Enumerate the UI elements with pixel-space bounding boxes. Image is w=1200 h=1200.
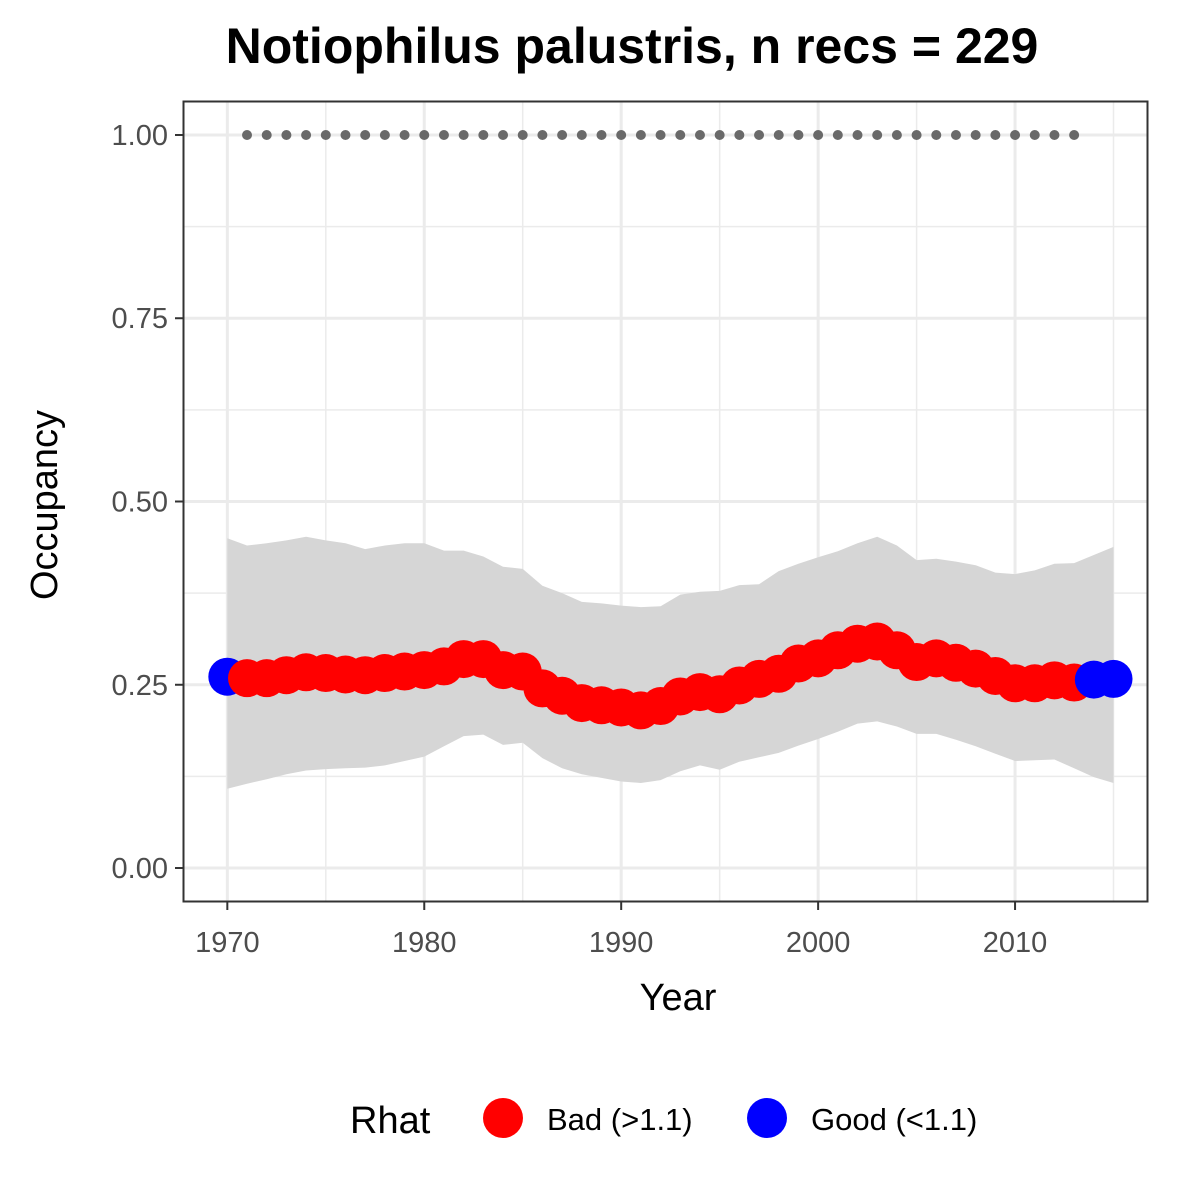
legend-label-good: Good (<1.1) [811, 1102, 977, 1137]
credible-interval-ribbon [227, 536, 1114, 789]
record-dot [498, 129, 509, 140]
record-dot [734, 129, 745, 140]
legend-key-bad [483, 1098, 523, 1138]
record-dot [990, 129, 1001, 140]
y-tick-label: 1.00 [112, 120, 168, 152]
record-dot [852, 129, 863, 140]
x-axis: 1970 1980 1990 2000 2010 [195, 901, 1047, 959]
record-dot [931, 129, 942, 140]
record-dot [675, 129, 686, 140]
y-tick-label: 0.25 [112, 670, 168, 702]
record-dot [1029, 129, 1040, 140]
legend-label-bad: Bad (>1.1) [547, 1102, 693, 1137]
record-dot [793, 129, 804, 140]
chart-title: Notiophilus palustris, n recs = 229 [226, 18, 1039, 74]
record-dot [301, 129, 312, 140]
record-dot [478, 129, 489, 140]
record-dot [773, 129, 784, 140]
y-tick-label: 0.00 [112, 853, 168, 885]
record-dot [635, 129, 646, 140]
record-dot [320, 129, 331, 140]
record-dot [694, 129, 705, 140]
record-dot [813, 129, 824, 140]
grid-lines [184, 102, 1147, 901]
record-dot [419, 129, 430, 140]
record-dot [950, 129, 961, 140]
record-dot [340, 129, 351, 140]
record-dot [458, 129, 469, 140]
record-dot [891, 129, 902, 140]
x-tick-label: 2000 [786, 927, 851, 959]
x-tick-label: 1990 [589, 927, 654, 959]
y-axis: 0.00 0.25 0.50 0.75 1.00 [112, 120, 184, 885]
record-dot [399, 129, 410, 140]
record-dot [537, 129, 548, 140]
occupancy-point-good [1094, 659, 1133, 698]
record-dot [1069, 129, 1080, 140]
y-axis-title: Occupancy [24, 410, 66, 600]
x-tick-label: 2010 [983, 927, 1048, 959]
record-dot [596, 129, 607, 140]
record-dot [438, 129, 449, 140]
record-dot [1010, 129, 1021, 140]
y-tick-label: 0.50 [112, 487, 168, 519]
record-dot [872, 129, 883, 140]
legend-title: Rhat [350, 1100, 431, 1142]
legend-key-good [747, 1098, 787, 1138]
record-dot [911, 129, 922, 140]
x-tick-label: 1980 [392, 927, 457, 959]
record-years-dots [242, 129, 1080, 140]
y-tick-label: 0.75 [112, 303, 168, 335]
record-dot [576, 129, 587, 140]
occupancy-points [208, 622, 1133, 730]
ribbon-area [227, 536, 1114, 789]
record-dot [832, 129, 843, 140]
x-axis-title: Year [640, 977, 717, 1019]
record-dot [557, 129, 568, 140]
record-dot [281, 129, 292, 140]
record-dot [970, 129, 981, 140]
record-dot [360, 129, 371, 140]
record-dot [242, 129, 253, 140]
legend: Rhat Bad (>1.1) Good (<1.1) [350, 1098, 977, 1142]
record-dot [655, 129, 666, 140]
record-dot [517, 129, 528, 140]
record-dot [616, 129, 627, 140]
record-dot [379, 129, 390, 140]
record-dot [754, 129, 765, 140]
record-dot [1049, 129, 1060, 140]
record-dot [714, 129, 725, 140]
record-dot [261, 129, 272, 140]
x-tick-label: 1970 [195, 927, 260, 959]
